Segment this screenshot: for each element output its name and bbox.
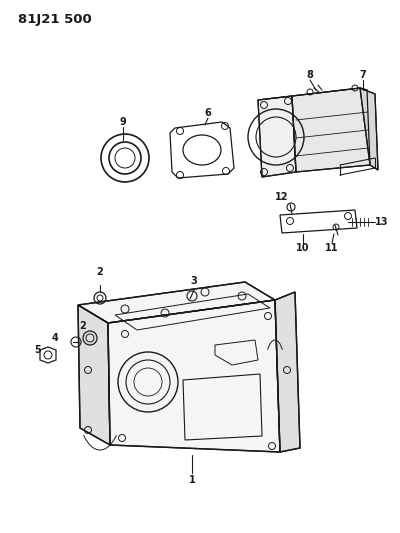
Polygon shape bbox=[78, 305, 110, 445]
Text: 12: 12 bbox=[275, 192, 289, 202]
Polygon shape bbox=[360, 88, 378, 170]
Text: 10: 10 bbox=[296, 243, 310, 253]
Text: 13: 13 bbox=[375, 217, 389, 227]
Text: 8: 8 bbox=[306, 70, 314, 80]
Text: 3: 3 bbox=[191, 276, 197, 286]
Text: 11: 11 bbox=[325, 243, 339, 253]
Polygon shape bbox=[78, 282, 275, 323]
Text: 5: 5 bbox=[35, 345, 41, 355]
Text: 6: 6 bbox=[205, 108, 211, 118]
Text: 9: 9 bbox=[120, 117, 126, 127]
Text: 2: 2 bbox=[80, 321, 86, 331]
Text: 2: 2 bbox=[97, 267, 103, 277]
Polygon shape bbox=[258, 96, 296, 177]
Polygon shape bbox=[108, 300, 280, 452]
Polygon shape bbox=[292, 88, 370, 172]
Text: 4: 4 bbox=[52, 333, 58, 343]
Text: 7: 7 bbox=[360, 70, 366, 80]
Text: 81J21 500: 81J21 500 bbox=[18, 13, 92, 27]
Text: 1: 1 bbox=[189, 475, 195, 485]
Polygon shape bbox=[275, 292, 300, 452]
